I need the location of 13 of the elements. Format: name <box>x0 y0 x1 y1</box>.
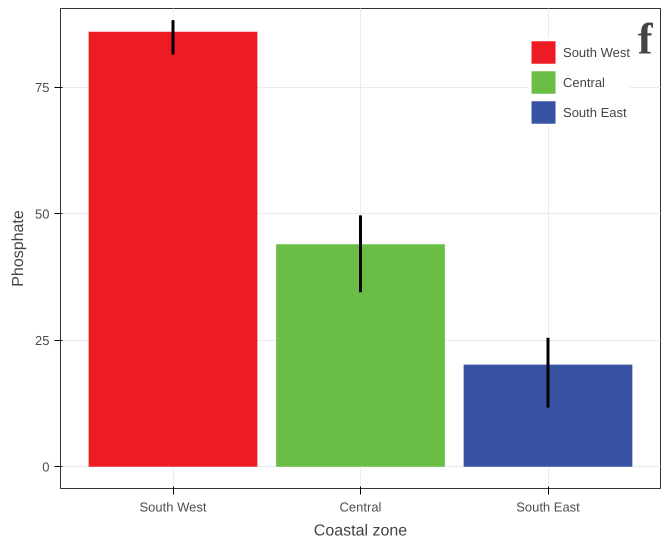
y-tick-label: 25 <box>35 332 50 348</box>
legend-label: Central <box>563 74 605 90</box>
x-tick-label: South East <box>516 500 580 514</box>
y-tick-label: 0 <box>42 459 50 474</box>
y-axis-title: Phosphate <box>10 210 28 287</box>
legend-label: South East <box>563 104 627 120</box>
y-tick-label: 75 <box>35 80 50 95</box>
x-tick-label: Central <box>340 500 382 514</box>
x-axis-title: Coastal zone <box>314 522 408 540</box>
x-tick-label: South West <box>140 500 207 514</box>
legend-label: South West <box>563 44 630 60</box>
annotation: f <box>638 14 654 64</box>
y-tick-label: 50 <box>35 206 50 222</box>
